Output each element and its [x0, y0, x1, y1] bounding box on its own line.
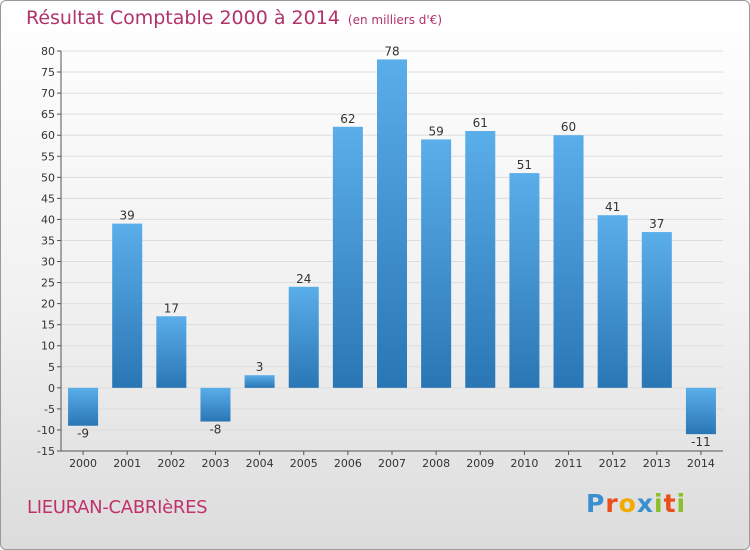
chart-title: Résultat Comptable 2000 à 2014 (en millie…: [26, 7, 442, 29]
bar: [244, 375, 275, 388]
value-labels: -9 39 17 -8 3 24 62 78 59 61 51 60 41 37 -11: [77, 44, 711, 449]
bar: [288, 286, 319, 388]
chart-title-text: Résultat Comptable 2000 à 2014: [26, 7, 340, 29]
value-label: 39: [120, 209, 135, 223]
x-tick-label: 2012: [599, 457, 627, 470]
value-label: 51: [517, 158, 532, 172]
y-tick-label: -15: [37, 445, 55, 458]
bar: [597, 215, 628, 388]
value-label: 37: [649, 217, 664, 231]
y-tick-label: -10: [37, 424, 55, 437]
y-tick-label: 70: [41, 87, 55, 100]
value-label: -8: [209, 423, 221, 437]
y-tick-label: 30: [41, 256, 55, 269]
value-label: 78: [384, 44, 399, 58]
x-tick-label: 2003: [201, 457, 229, 470]
x-tick-label: 2014: [687, 457, 715, 470]
y-tick-label: 45: [41, 192, 55, 205]
x-tick-label: 2005: [290, 457, 318, 470]
bar: [200, 387, 231, 422]
logo-letter: o: [618, 489, 637, 518]
y-tick-label: 50: [41, 171, 55, 184]
value-label: -11: [691, 435, 711, 449]
x-tick-label: 2007: [378, 457, 406, 470]
value-label: 61: [473, 116, 488, 130]
logo-letter: t: [663, 489, 677, 518]
bar: [376, 59, 408, 388]
y-tick-label: 25: [41, 277, 55, 290]
bar: [421, 139, 452, 388]
y-tick-label: 20: [41, 298, 55, 311]
logo-letter: x: [636, 489, 654, 518]
x-tick-label: 2000: [69, 457, 97, 470]
x-tick-label: 2001: [113, 457, 141, 470]
value-label: 17: [164, 301, 179, 315]
value-label: 62: [340, 112, 355, 126]
y-tick-label: 80: [41, 45, 55, 58]
y-tick-label: 65: [41, 108, 55, 121]
x-tick-label: 2002: [157, 457, 185, 470]
y-tick-label: 35: [41, 234, 55, 247]
value-label: 24: [296, 272, 311, 286]
logo-letter: i: [654, 489, 664, 518]
bars: [68, 59, 716, 435]
axes: -15 -10 -5 0 5 10 15 20 25 30 35 40 45 50 55 60 65 70 75 80…: [37, 45, 723, 470]
bar: [156, 316, 187, 388]
logo-letter: r: [605, 489, 619, 518]
x-tick-label: 2008: [422, 457, 450, 470]
bar: [685, 387, 716, 435]
logo-letter: P: [586, 489, 606, 518]
bar: [553, 135, 584, 388]
value-label: 59: [428, 124, 443, 138]
proxiti-logo: Proxiti: [586, 489, 686, 518]
bar: [641, 232, 672, 388]
x-tick-label: 2011: [555, 457, 583, 470]
y-tick-label: 5: [48, 361, 55, 374]
y-tick-label: -5: [44, 403, 55, 416]
value-label: 3: [256, 360, 264, 374]
bar: [465, 131, 496, 388]
bar: [112, 223, 143, 388]
x-tick-label: 2006: [334, 457, 362, 470]
value-label: 60: [561, 120, 576, 134]
y-tick-label: 55: [41, 150, 55, 163]
logo-letter: i: [676, 489, 687, 518]
x-tick-label: 2004: [246, 457, 274, 470]
x-tick-label: 2013: [643, 457, 671, 470]
y-tick-label: 75: [41, 66, 55, 79]
y-tick-label: 15: [41, 319, 55, 332]
bar: [509, 173, 540, 388]
x-tick-label: 2009: [466, 457, 494, 470]
bar: [68, 387, 99, 426]
value-label: -9: [77, 427, 89, 441]
x-tick-label: 2010: [510, 457, 538, 470]
y-tick-label: 60: [41, 129, 55, 142]
commune-name: LIEURAN-CABRIèRES: [27, 497, 208, 518]
y-tick-label: 40: [41, 213, 55, 226]
y-tick-label: 10: [41, 340, 55, 353]
y-tick-label: 0: [48, 382, 55, 395]
chart-unit: (en milliers d'€): [347, 13, 443, 27]
value-label: 41: [605, 200, 620, 214]
bar: [332, 126, 363, 388]
